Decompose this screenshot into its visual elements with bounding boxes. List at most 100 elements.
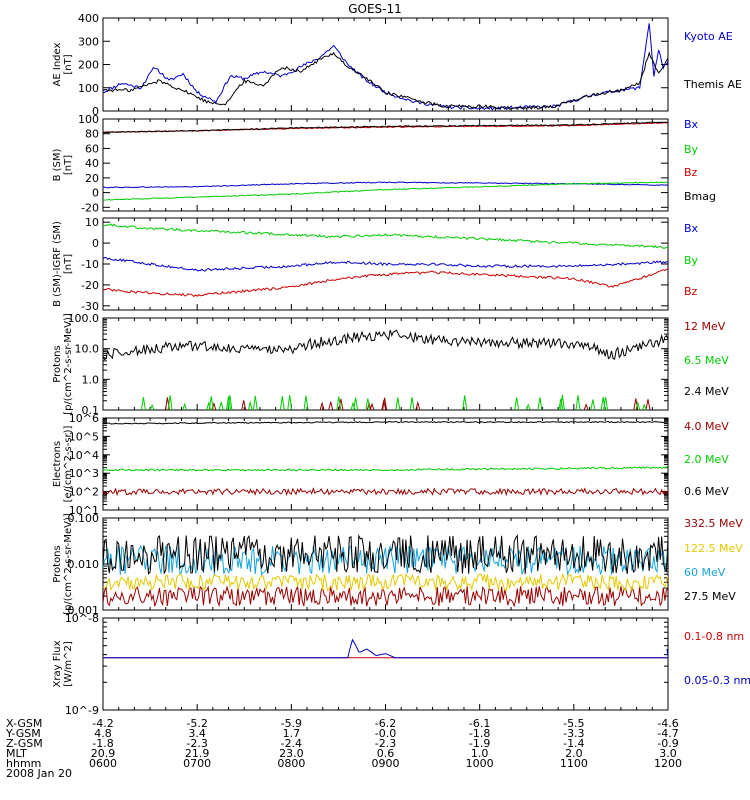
footer-cell: -1.4 (563, 737, 584, 750)
proton-spike-1 (365, 398, 371, 410)
legend-label: By (684, 254, 699, 267)
y-tick-label: 0.1 (82, 404, 100, 417)
legend-label: Bx (684, 222, 699, 235)
footer-cell: -1.8 (92, 737, 113, 750)
series-line-60-mev (103, 544, 668, 577)
series-line-2-4-mev (103, 329, 668, 361)
proton-spike-1 (336, 396, 342, 410)
proton-spike-1 (559, 394, 565, 410)
legend-label: 2.4 MeV (684, 385, 729, 398)
footer-cell: 0800 (277, 757, 305, 770)
footer-cell: -5.9 (281, 717, 302, 730)
legend-label: 4.0 MeV (684, 420, 729, 433)
footer-row-label: Y-GSM (5, 727, 41, 740)
footer-cell: -0.9 (657, 737, 678, 750)
proton-spike-0 (338, 398, 344, 410)
proton-spike-1 (227, 395, 233, 410)
series-line-0-05-0-3-nm (103, 638, 668, 659)
series-line-bx (103, 257, 668, 272)
proton-spike-0 (381, 400, 387, 410)
footer-cell: 0.6 (377, 747, 395, 760)
y-axis-label-line: B (SM) (52, 148, 63, 181)
proton-spike-0 (319, 401, 325, 410)
y-axis-label-line: Electrons (52, 441, 63, 487)
footer-cell: 3.4 (188, 727, 206, 740)
panel-ae: 0 100 200 300 400 AE Index[nT] Kyoto AE Themis … (52, 12, 742, 118)
y-tick-label: 0.100 (68, 512, 100, 525)
proton-spike-1 (350, 401, 356, 410)
proton-spike-1 (140, 397, 146, 410)
y-axis-label-line: [p/(cm^2-s-sr-MeV)] (63, 513, 74, 615)
panel-protons_very_high: 0.0010.0100.100Protons[p/(cm^2-s-sr-MeV)… (52, 512, 743, 617)
y-tick-label: 300 (78, 35, 99, 48)
proton-spike-1 (167, 395, 173, 410)
footer-cell: -0.0 (375, 727, 396, 740)
legend-label: 2.0 MeV (684, 453, 729, 466)
proton-spike-1 (462, 395, 468, 410)
series-line-27-5-mev (103, 534, 668, 575)
series-group (103, 23, 668, 111)
panel-xray: 10^-9 10^-8 Xray Flux[W/m^2] 0.1-0.8 nm 0.05… (52, 612, 750, 717)
proton-spike-1 (590, 399, 596, 410)
footer-cell: 1.7 (283, 727, 301, 740)
proton-spike-1 (218, 401, 224, 410)
y-axis-label-line: [nT] (63, 54, 74, 74)
y-tick-label: 10^-9 (65, 704, 99, 717)
series-group (103, 534, 668, 608)
footer-cell: -3.3 (563, 727, 584, 740)
panel-b_minus_igrf: -30 -20 -10 0 10 B (SM)-IGRF (SM)[nT] Bx By Bz (52, 216, 699, 313)
y-axis-label-line: [e/(cm^2-s-sr)] (63, 425, 74, 502)
proton-spike-1 (537, 397, 543, 410)
y-axis-label: B (SM)-IGRF (SM)[nT] (52, 221, 74, 307)
series-line-themis-ae (103, 51, 668, 111)
footer-cell: -4.6 (657, 717, 678, 730)
y-tick-label: 10^5 (69, 430, 99, 443)
footer-cell: -4.7 (657, 727, 678, 740)
footer-cell: 21.9 (185, 747, 210, 760)
footer-cell: 0700 (183, 757, 211, 770)
footer-cell: -2.3 (375, 737, 396, 750)
y-axis-label-line: Protons (52, 545, 63, 582)
proton-spike-1 (641, 403, 647, 410)
proton-spike-0 (328, 401, 334, 410)
y-tick-label: 100 (78, 113, 99, 126)
proton-spike-1 (525, 403, 531, 410)
proton-spike-1 (247, 400, 253, 410)
proton-spike-1 (395, 397, 401, 410)
y-tick-label: 10^1 (69, 504, 99, 517)
proton-spike-1 (514, 397, 520, 410)
footer-row-label: Z-GSM (6, 737, 43, 750)
orbit-footer: X-GSMY-GSMZ-GSMMLThhmm-4.24.8-1.820.9060… (5, 717, 682, 780)
series-group (103, 329, 668, 410)
y-tick-label: -20 (81, 201, 99, 214)
footer-cell: -1.8 (469, 727, 490, 740)
proton-spike-0 (382, 397, 388, 410)
y-axis-label-line: Xray Flux (52, 640, 63, 687)
series-line-4-0-mev (103, 487, 668, 497)
y-tick-label: -10 (81, 258, 99, 271)
footer-cell: 0600 (89, 757, 117, 770)
y-axis-label-line: B (SM)-IGRF (SM) (52, 221, 63, 307)
series-line-bmag (103, 121, 668, 134)
y-tick-label: 100 (78, 82, 99, 95)
proton-spike-1 (603, 397, 609, 410)
y-tick-label: 40 (85, 157, 99, 170)
y-tick-label: 10^2 (69, 486, 99, 499)
legend-label: 60 MeV (684, 566, 726, 579)
series-group (103, 638, 668, 659)
y-axis-label: Protons[p/(cm^2-s-sr-MeV)] (52, 513, 74, 615)
y-tick-label: 10.0 (75, 343, 100, 356)
footer-cell: 0900 (372, 757, 400, 770)
proton-spike-1 (279, 396, 285, 410)
footer-cell: 1200 (654, 757, 682, 770)
legend-label: 27.5 MeV (684, 590, 736, 603)
y-tick-label: 0.010 (68, 558, 100, 571)
y-tick-label: 0.001 (68, 604, 100, 617)
y-axis-label: Electrons[e/(cm^2-s-sr)] (52, 425, 74, 502)
legend-label: 0.05-0.3 nm (684, 674, 750, 687)
y-tick-label: 80 (85, 128, 99, 141)
proton-spike-1 (558, 398, 564, 410)
